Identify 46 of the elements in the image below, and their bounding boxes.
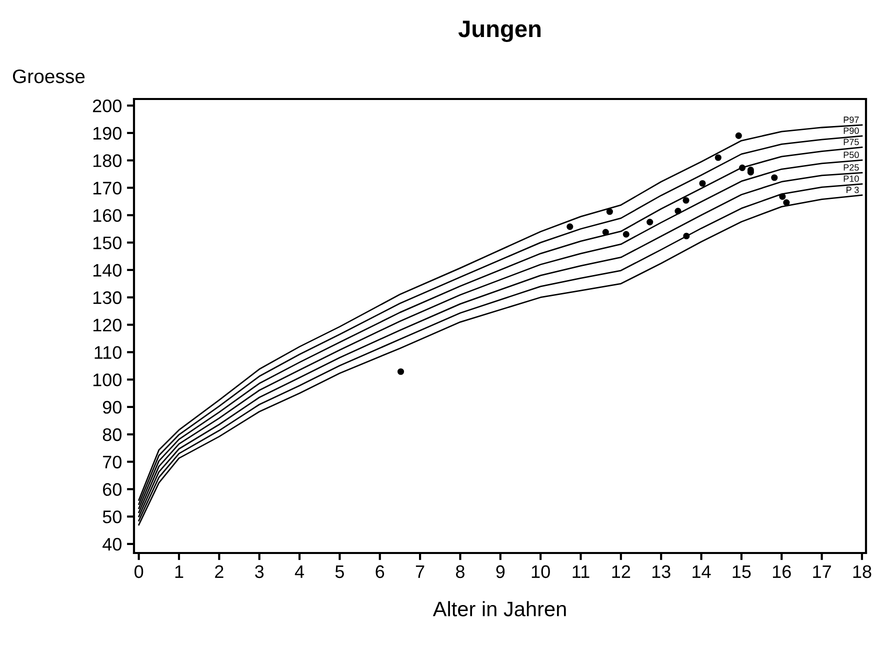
y-tick-label: 90 <box>102 400 122 414</box>
y-tick-label: 120 <box>93 318 122 332</box>
y-tick-label: 100 <box>93 374 122 386</box>
series-label: P50 <box>844 152 859 158</box>
y-tick-label: 130 <box>93 291 122 304</box>
y-tick-label: 140 <box>93 264 122 277</box>
x-tick-label: 14 <box>692 565 711 578</box>
y-tick-label: 180 <box>93 154 122 168</box>
series-label: P25 <box>844 164 859 171</box>
x-tick-label: 1 <box>175 565 184 578</box>
x-tick-label: 16 <box>772 565 791 578</box>
x-tick-label: 6 <box>376 565 384 578</box>
y-tick-label: 170 <box>93 182 122 194</box>
x-tick-label: 2 <box>215 565 224 578</box>
x-tick-label: 4 <box>294 565 304 578</box>
y-tick-label: 190 <box>93 126 122 140</box>
series-label: P97 <box>844 116 859 123</box>
chart-title: Jungen <box>458 20 541 42</box>
x-tick-label: 8 <box>456 565 464 578</box>
series-label: P10 <box>844 175 859 182</box>
x-tick-label: 0 <box>134 565 144 578</box>
x-tick-label: 13 <box>652 565 670 578</box>
y-tick-label: 70 <box>103 456 122 468</box>
x-axis-title: Alter in Jahren <box>432 601 566 616</box>
y-tick-label: 200 <box>92 100 122 112</box>
x-tick-label: 10 <box>532 565 550 578</box>
x-tick-label: 18 <box>853 565 872 578</box>
x-tick-label: 5 <box>335 565 344 578</box>
series-label: P75 <box>844 138 859 146</box>
x-tick-label: 15 <box>732 565 751 578</box>
x-tick-label: 3 <box>255 565 264 578</box>
y-tick-label: 50 <box>102 510 122 524</box>
y-tick-label: 160 <box>93 209 122 222</box>
x-tick-label: 7 <box>416 565 424 578</box>
y-tick-label: 150 <box>93 236 122 250</box>
x-tick-label: 17 <box>813 565 831 578</box>
x-tick-label: 11 <box>572 565 590 578</box>
y-tick-label: 60 <box>103 483 122 496</box>
series-label: P90 <box>844 128 859 134</box>
y-axis-title: Groesse <box>12 69 85 84</box>
series-label: P 3 <box>846 186 859 194</box>
x-tick-label: 9 <box>496 565 505 578</box>
y-tick-label: 40 <box>102 538 122 551</box>
x-tick-label: 12 <box>612 565 630 578</box>
y-tick-label: 80 <box>102 428 122 442</box>
y-tick-label: 110 <box>94 346 122 359</box>
